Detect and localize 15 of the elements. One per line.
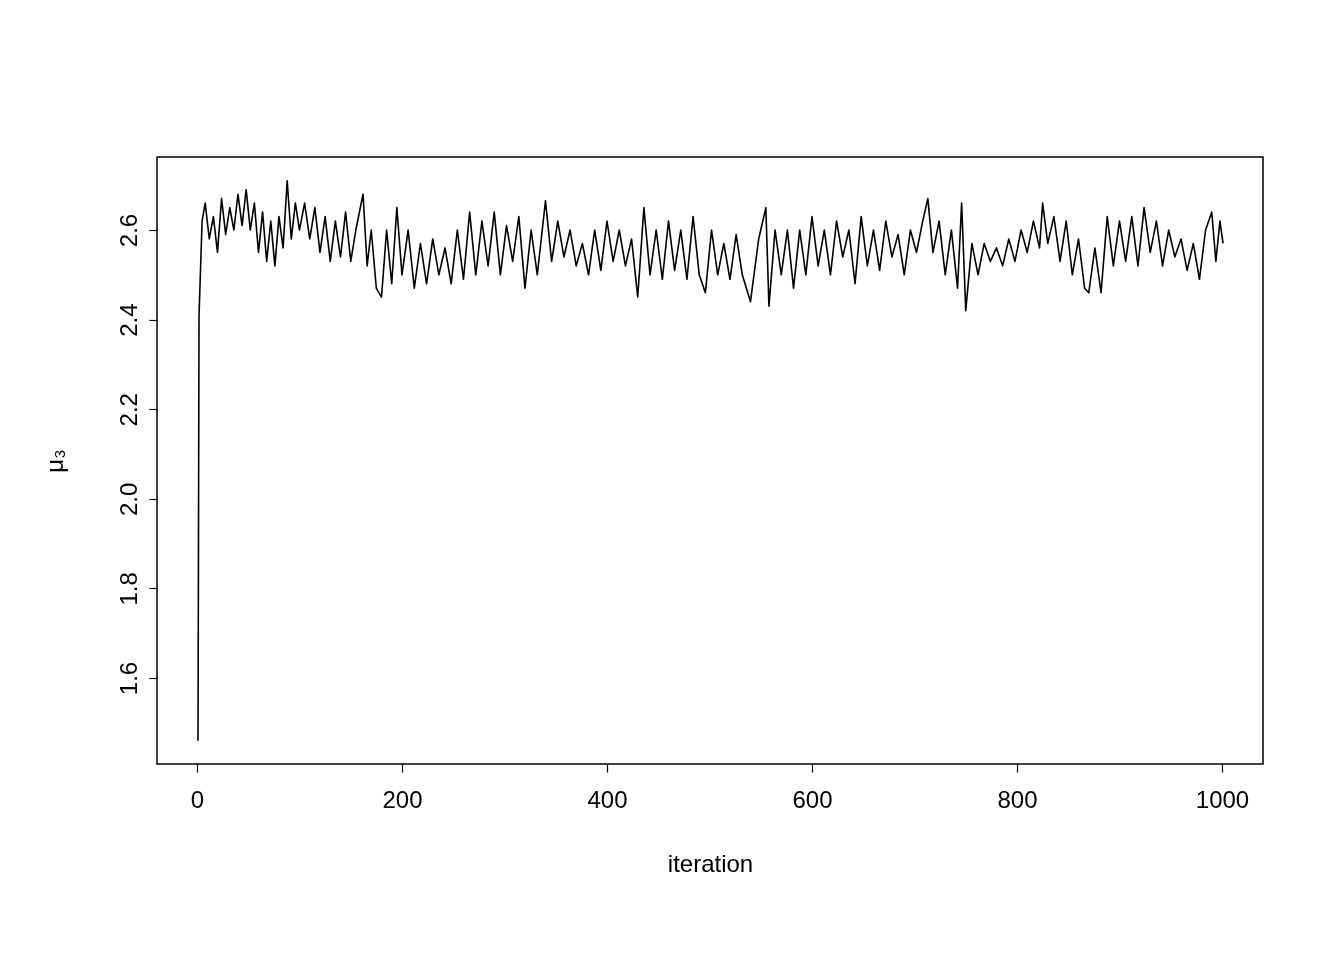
x-tick-label: 1000 (1195, 785, 1250, 813)
x-axis-title: iteration (667, 849, 754, 877)
y-tick-label: 1.8 (114, 572, 142, 606)
x-tick-label: 200 (382, 785, 423, 813)
y-tick-label: 2.6 (114, 213, 142, 248)
y-tick-label: 2.4 (114, 303, 142, 337)
y-tick-label: 2.2 (114, 393, 142, 427)
x-tick-label: 800 (997, 785, 1038, 813)
x-tick-label: 400 (587, 785, 628, 813)
y-tick-label: 1.6 (114, 661, 142, 696)
x-tick-label: 600 (792, 785, 833, 813)
x-tick-label: 0 (190, 785, 205, 813)
y-tick-label: 2.0 (114, 482, 142, 516)
line-series (197, 179, 1224, 742)
y-axis-title: μ₃ (40, 449, 68, 473)
